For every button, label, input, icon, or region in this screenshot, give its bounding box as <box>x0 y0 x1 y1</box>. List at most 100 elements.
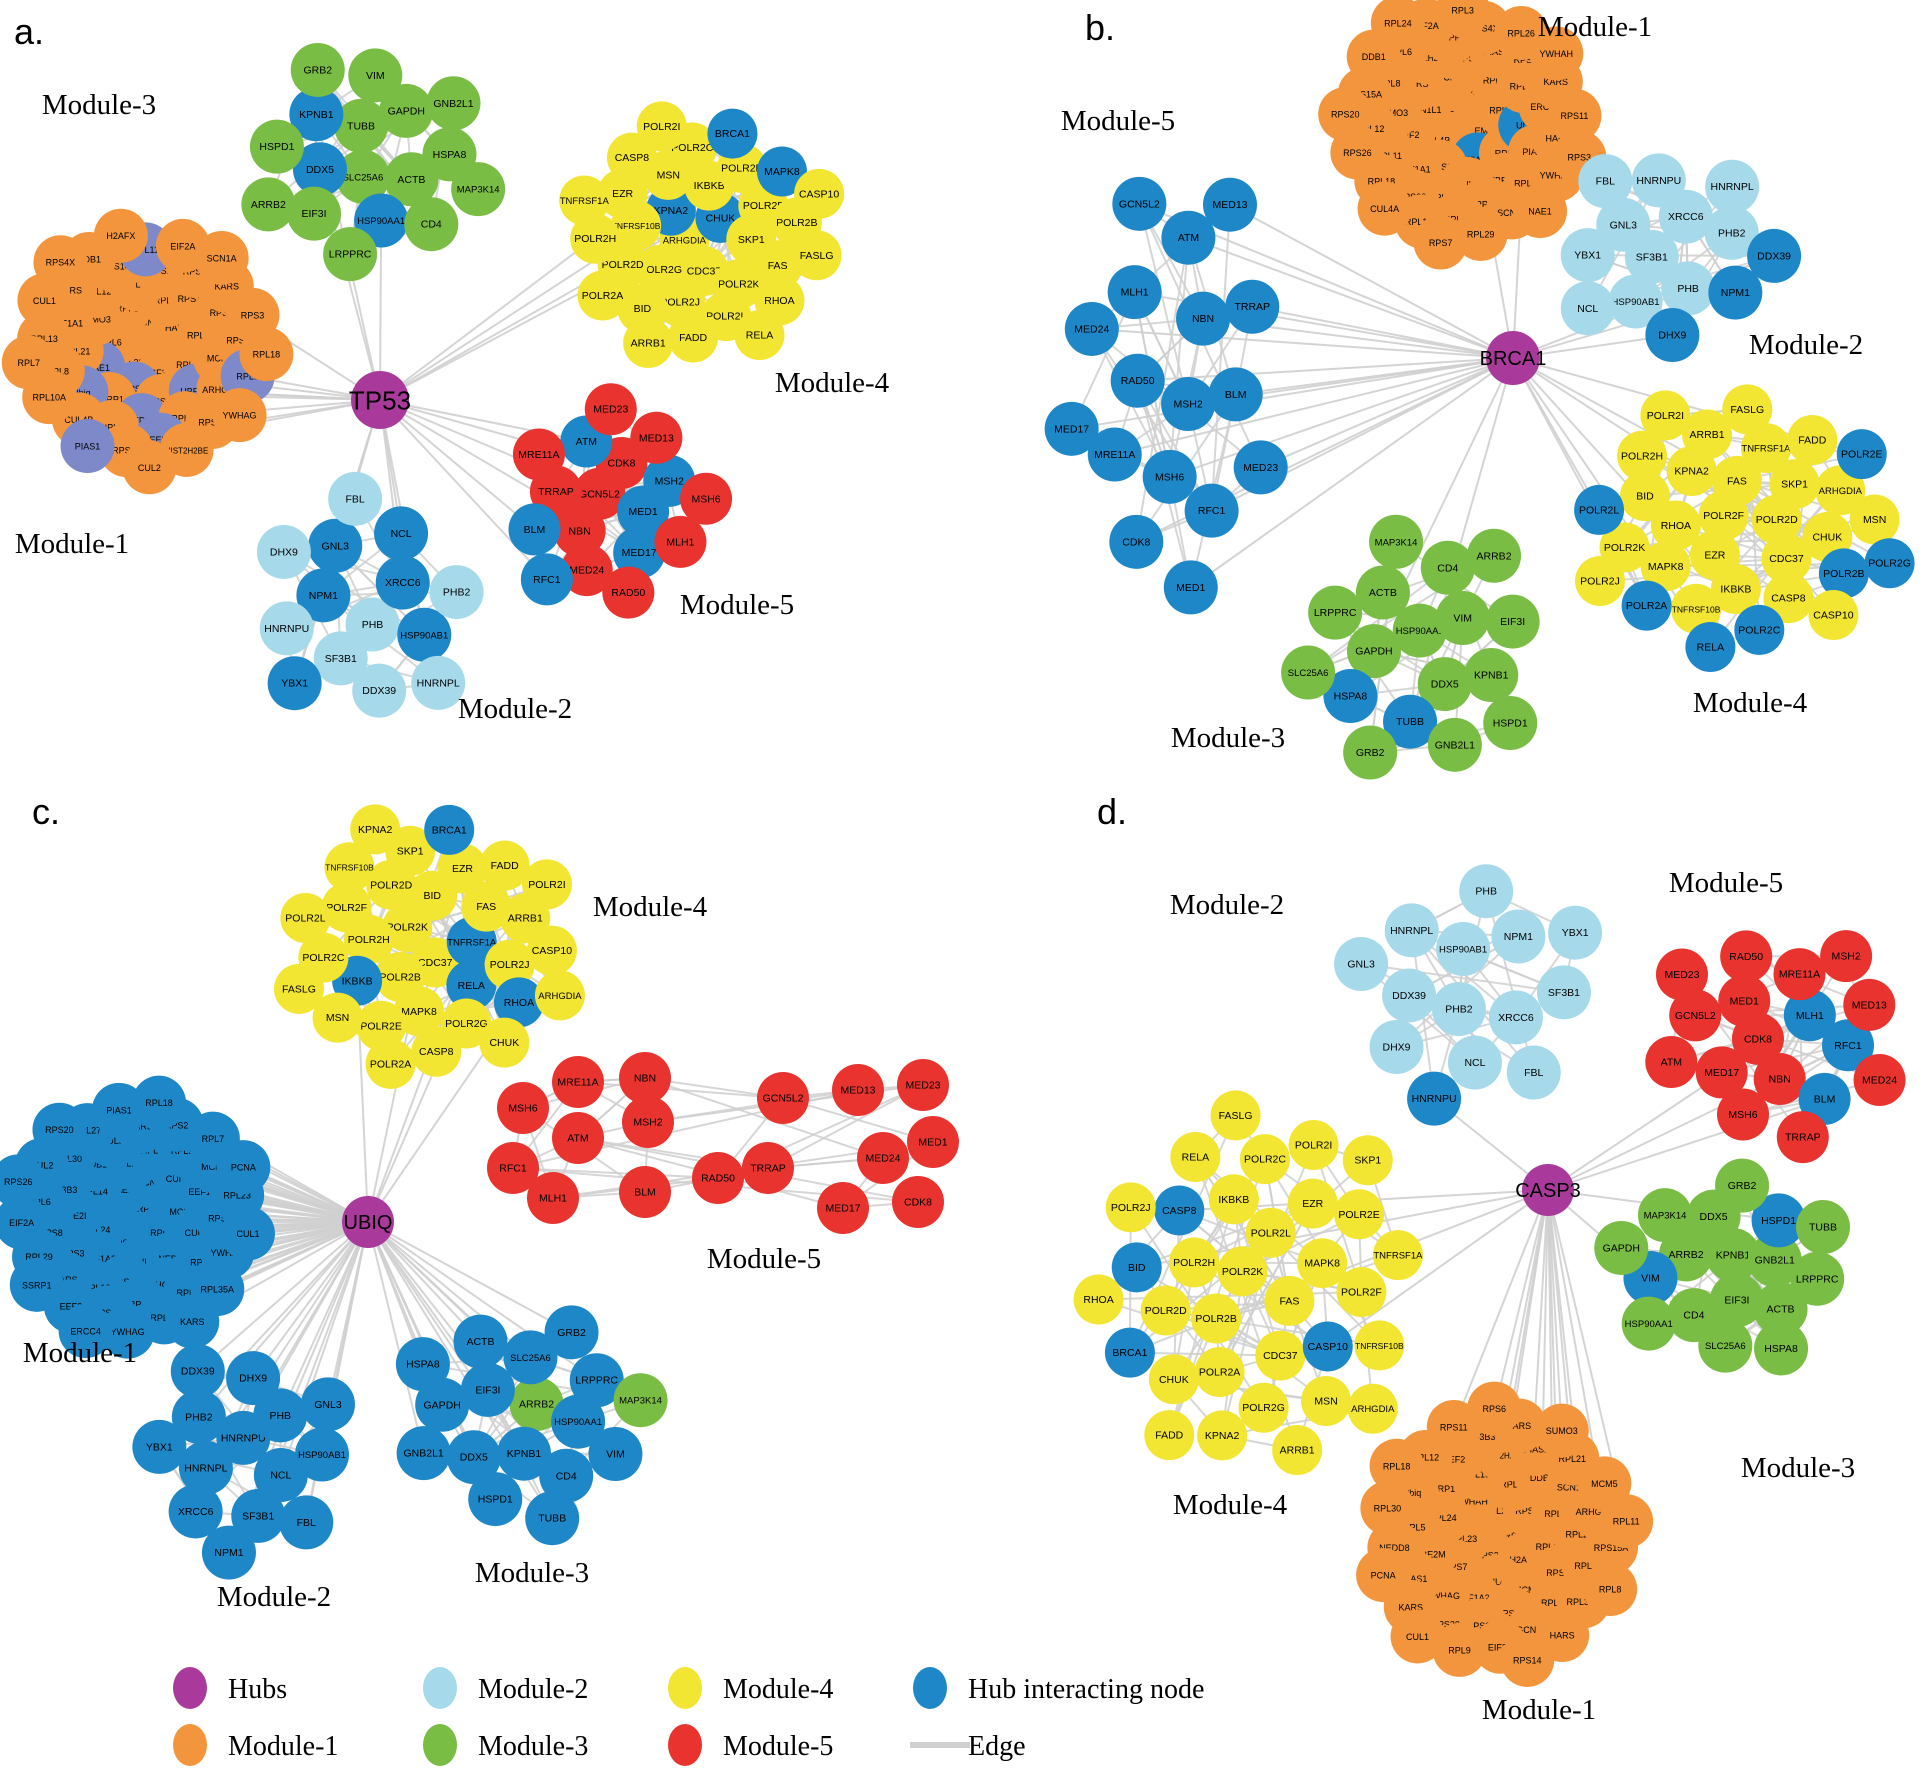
node-DDX39[interactable] <box>1747 229 1801 283</box>
node-DDX39[interactable] <box>171 1344 225 1398</box>
node-MED17[interactable] <box>1045 402 1099 456</box>
node-MAP3K14[interactable] <box>451 162 505 216</box>
node-SUMO3[interactable] <box>1535 1404 1589 1458</box>
node-MRE11A[interactable] <box>513 428 565 480</box>
node-NCL[interactable] <box>1448 1036 1502 1090</box>
node-PCNA[interactable] <box>216 1140 270 1194</box>
node-GRB2[interactable] <box>291 43 345 97</box>
node-RPL7[interactable] <box>2 335 56 389</box>
node-LRPPRC[interactable] <box>1790 1252 1844 1306</box>
node-GNL3[interactable] <box>308 519 362 573</box>
node-CUL4A[interactable] <box>1358 182 1412 236</box>
node-CD4[interactable] <box>404 197 458 251</box>
node-VIM[interactable] <box>1436 591 1490 645</box>
node-PHB2[interactable] <box>1432 982 1486 1036</box>
node-CHUK[interactable] <box>479 1018 529 1068</box>
node-POLR2H[interactable] <box>1169 1237 1219 1287</box>
node-EZR[interactable] <box>1288 1179 1338 1229</box>
node-FADD[interactable] <box>1144 1410 1194 1460</box>
node-EIF3I[interactable] <box>287 187 341 241</box>
node-PHB[interactable] <box>1661 261 1715 315</box>
node-POLR2A[interactable] <box>366 1039 416 1089</box>
node-EIF3I[interactable] <box>461 1363 515 1417</box>
node-FBL[interactable] <box>328 472 382 526</box>
node-MAP3K14[interactable] <box>614 1373 668 1427</box>
node-VIM[interactable] <box>348 48 402 102</box>
node-GNL3[interactable] <box>1334 937 1388 991</box>
node-FAS[interactable] <box>1264 1276 1314 1326</box>
node-HSP90AB1[interactable] <box>397 608 451 662</box>
node-POLR2I[interactable] <box>522 859 572 909</box>
hub-UBIQ[interactable] <box>342 1196 394 1248</box>
node-MED1[interactable] <box>1718 975 1770 1027</box>
node-ARHGDIA[interactable] <box>535 970 585 1020</box>
node-XRCC6[interactable] <box>376 556 430 610</box>
node-RPL11[interactable] <box>1599 1494 1653 1548</box>
node-DHX9[interactable] <box>257 525 311 579</box>
node-SF3B1[interactable] <box>1537 965 1591 1019</box>
node-POLR2B[interactable] <box>1191 1293 1241 1343</box>
node-HSPA8[interactable] <box>396 1337 450 1391</box>
node-POLR2I[interactable] <box>637 101 687 151</box>
node-RHOA[interactable] <box>1074 1275 1124 1325</box>
node-CASP10[interactable] <box>794 169 844 219</box>
node-VIM[interactable] <box>588 1427 642 1481</box>
node-FASLG[interactable] <box>274 964 324 1014</box>
node-FADD[interactable] <box>1787 415 1837 465</box>
node-POLR2B[interactable] <box>1819 548 1869 598</box>
node-BRCA1[interactable] <box>1105 1328 1155 1378</box>
node-DHX9[interactable] <box>1370 1020 1424 1074</box>
node-POLR2L[interactable] <box>1574 485 1624 535</box>
node-NPM1[interactable] <box>1491 909 1545 963</box>
node-HSPA8[interactable] <box>1754 1321 1808 1375</box>
node-SLC25A6[interactable] <box>1281 646 1335 700</box>
node-TRRAP[interactable] <box>742 1142 794 1194</box>
node-MED23[interactable] <box>1234 440 1288 494</box>
node-HSPD1[interactable] <box>250 120 304 174</box>
node-BRCA1[interactable] <box>707 109 757 159</box>
node-ERCC4[interactable] <box>59 1304 113 1358</box>
node-FASLG[interactable] <box>1722 384 1772 434</box>
node-RPL8[interactable] <box>1583 1562 1637 1616</box>
node-FBL[interactable] <box>1507 1046 1561 1100</box>
node-ARRB1[interactable] <box>623 318 673 368</box>
node-MED23[interactable] <box>1656 948 1708 1000</box>
node-MED1[interactable] <box>907 1116 959 1168</box>
node-EIF3I[interactable] <box>1486 595 1540 649</box>
node-FADD[interactable] <box>668 312 718 362</box>
node-TNFRSF1A[interactable] <box>1373 1230 1423 1280</box>
node-RPL18[interactable] <box>1370 1439 1424 1493</box>
node-MED13[interactable] <box>1203 178 1257 232</box>
node-RELA[interactable] <box>734 310 784 360</box>
node-RAD50[interactable] <box>1111 354 1165 408</box>
node-MSH6[interactable] <box>680 473 732 525</box>
hub-CASP3[interactable] <box>1522 1164 1574 1216</box>
node-KARS[interactable] <box>165 1295 219 1349</box>
node-YBX1[interactable] <box>268 656 322 710</box>
node-H2AFX[interactable] <box>94 209 148 263</box>
node-ACTB[interactable] <box>1356 566 1410 620</box>
node-RELA[interactable] <box>1170 1132 1220 1182</box>
node-BRCA1[interactable] <box>424 805 474 855</box>
node-SCN1A[interactable] <box>195 231 249 285</box>
node-RAD50[interactable] <box>1720 930 1772 982</box>
node-PCNA[interactable] <box>1356 1548 1410 1602</box>
node-BID[interactable] <box>1112 1242 1162 1292</box>
node-MLH1[interactable] <box>527 1172 579 1224</box>
node-DHX9[interactable] <box>1645 308 1699 362</box>
node-YWHAG[interactable] <box>213 388 267 442</box>
node-PIAS1[interactable] <box>61 419 115 473</box>
node-KPNA2[interactable] <box>1197 1410 1247 1460</box>
node-MSN[interactable] <box>1301 1376 1351 1426</box>
node-POLR2I[interactable] <box>1289 1120 1339 1170</box>
node-POLR2A[interactable] <box>578 271 628 321</box>
node-CASP10[interactable] <box>527 926 577 976</box>
node-MED13[interactable] <box>1843 979 1895 1031</box>
hub-BRCA1[interactable] <box>1486 331 1540 385</box>
node-KPNB1[interactable] <box>1464 648 1518 702</box>
node-TUBB[interactable] <box>1796 1200 1850 1254</box>
node-MSH6[interactable] <box>497 1082 549 1134</box>
node-POLR2J[interactable] <box>1106 1182 1156 1232</box>
node-CASP8[interactable] <box>1154 1185 1204 1235</box>
node-BLM[interactable] <box>619 1166 671 1218</box>
